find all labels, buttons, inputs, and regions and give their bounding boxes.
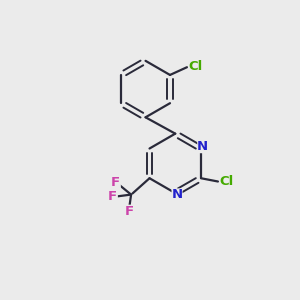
Text: F: F — [125, 205, 134, 218]
Text: Cl: Cl — [188, 59, 203, 73]
Text: N: N — [197, 140, 208, 153]
Text: F: F — [108, 190, 117, 203]
Text: N: N — [172, 188, 183, 201]
Text: F: F — [111, 176, 120, 189]
Text: Cl: Cl — [219, 175, 234, 188]
